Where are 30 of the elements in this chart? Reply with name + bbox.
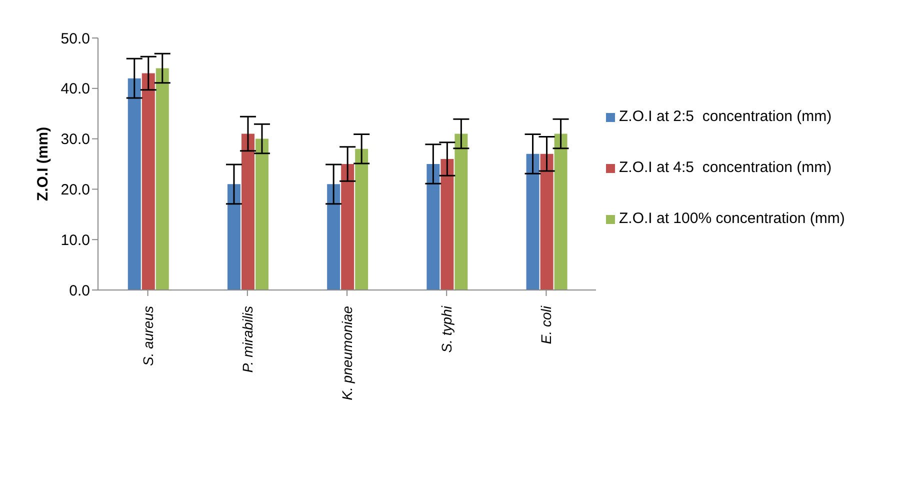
bar — [227, 184, 240, 290]
x-tick-label: K. pneumoniae — [339, 306, 355, 400]
bar — [255, 138, 268, 290]
y-tick-label: 0.0 — [69, 282, 90, 300]
bar — [241, 134, 254, 290]
bar — [327, 184, 340, 290]
bar — [554, 134, 568, 290]
y-axis-title: Z.O.I (mm) — [34, 126, 52, 202]
legend-label: Z.O.I at 2:5 concentration (mm) — [619, 108, 832, 125]
x-tick-label: S. aureus — [140, 306, 156, 366]
y-tick-label: 40.0 — [60, 80, 90, 98]
bar — [341, 164, 354, 290]
x-tick-label: E. coli — [538, 305, 554, 344]
legend-label: Z.O.I at 4:5 concentration (mm) — [619, 159, 832, 176]
legend-label: Z.O.I at 100% concentration (mm) — [619, 210, 845, 227]
bar — [440, 158, 454, 290]
x-tick-label: S. typhi — [438, 305, 455, 353]
bar — [426, 164, 440, 290]
y-tick-label: 20.0 — [60, 182, 90, 199]
bar — [142, 73, 155, 290]
bar — [454, 134, 468, 290]
y-tick-label: 30.0 — [60, 131, 90, 148]
x-tick-label: P. mirabilis — [239, 306, 256, 373]
bar — [526, 154, 540, 290]
bar — [540, 154, 554, 290]
bar — [355, 148, 368, 290]
y-tick-label: 10.0 — [60, 232, 90, 249]
bar — [128, 78, 141, 290]
bar — [156, 68, 169, 290]
y-tick-label: 50.0 — [60, 30, 90, 48]
